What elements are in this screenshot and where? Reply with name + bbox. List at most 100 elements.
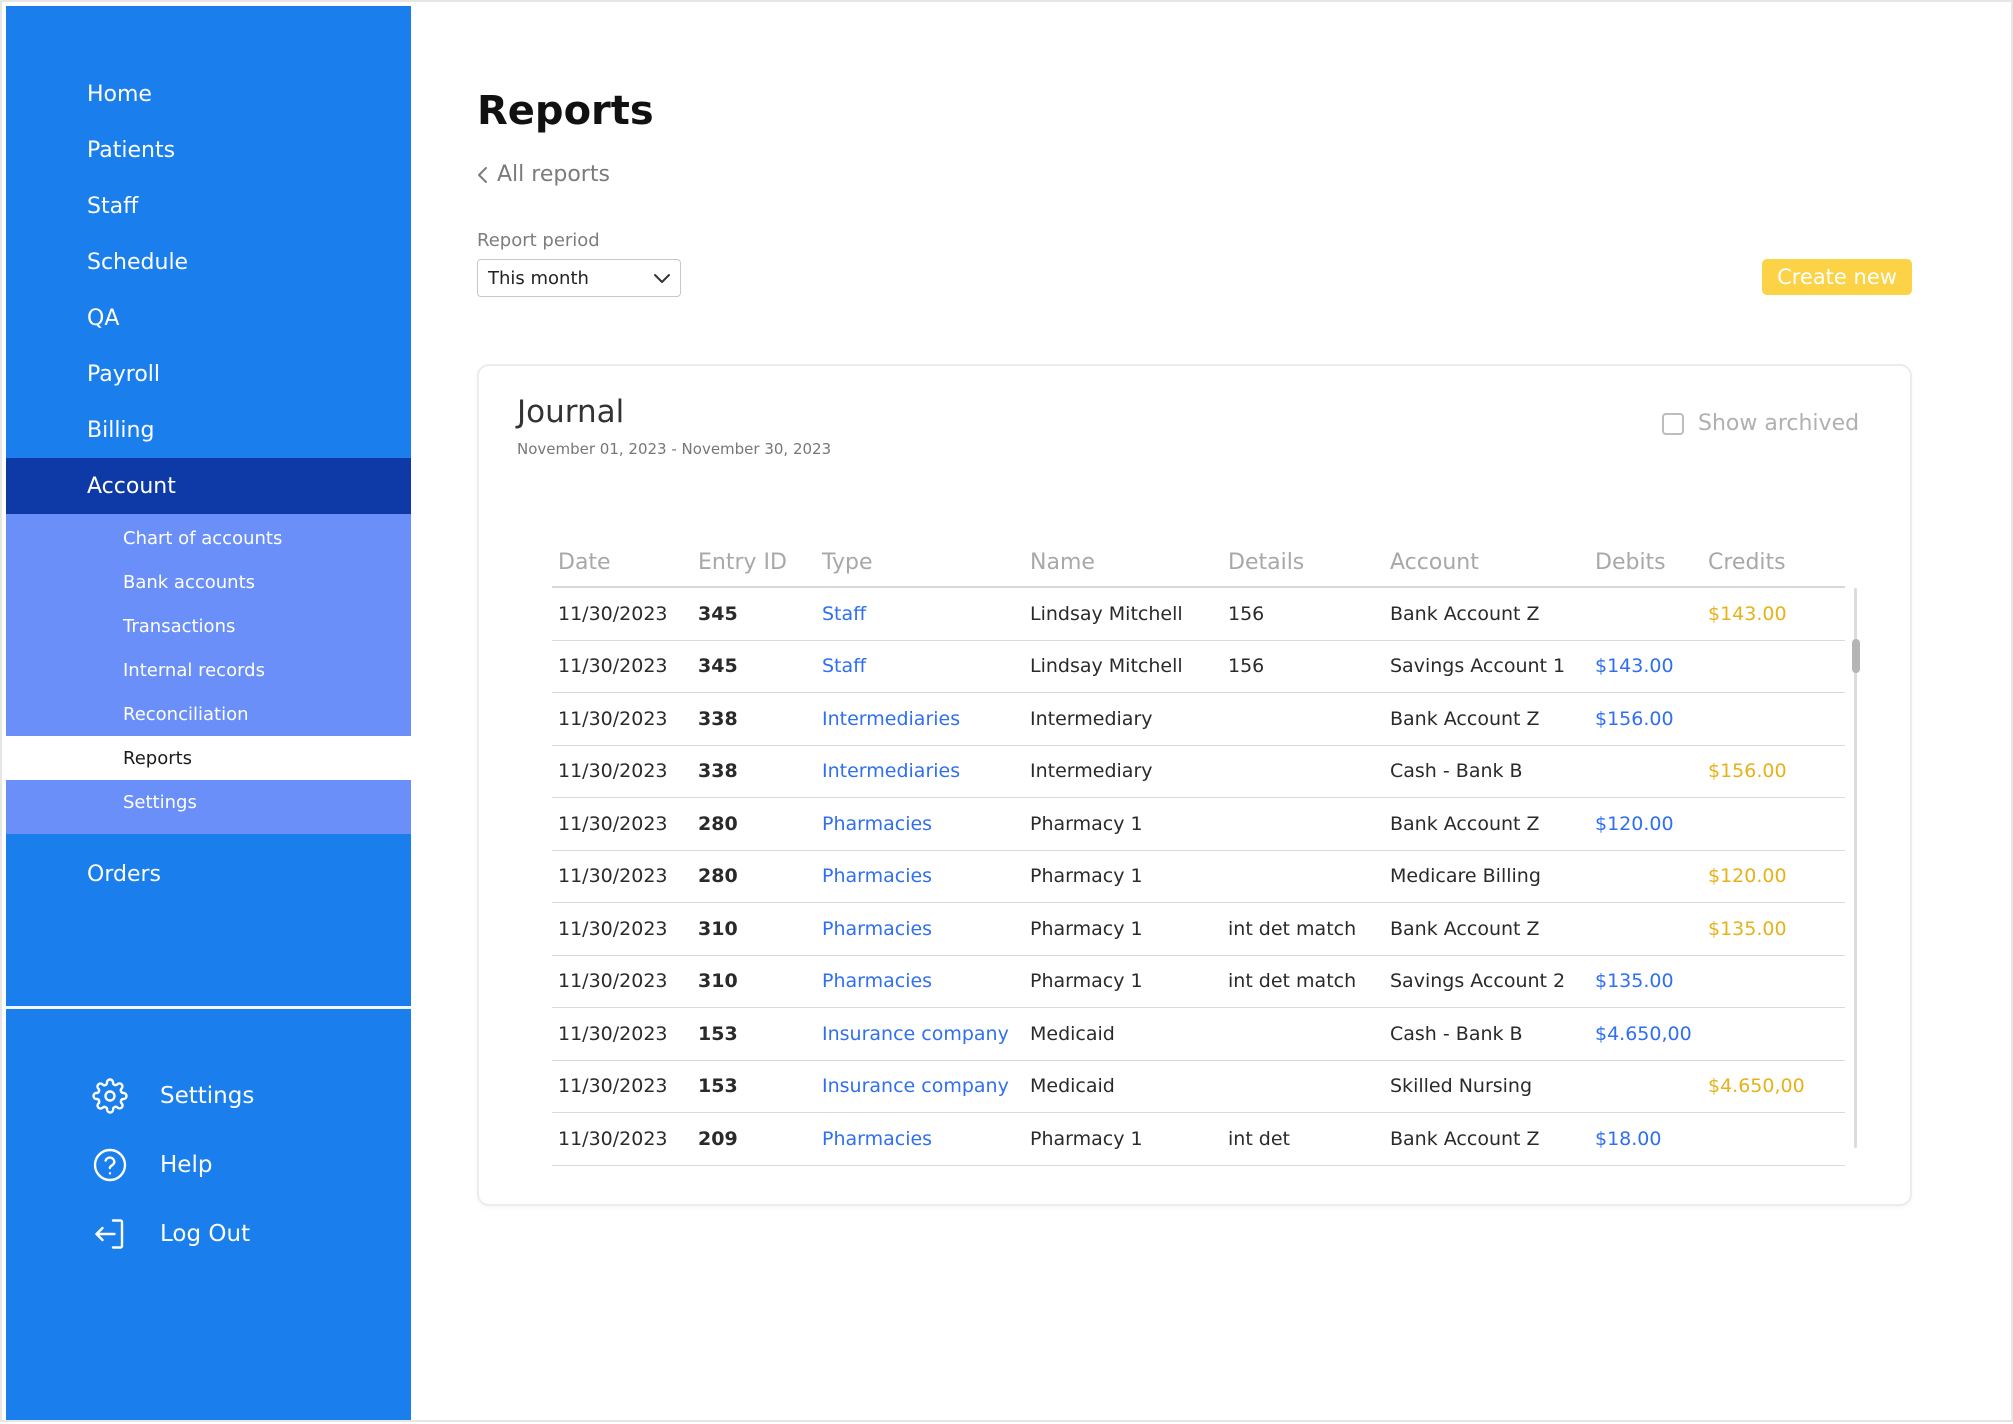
- sidebar-item-qa[interactable]: QA: [6, 290, 411, 346]
- subnav-item-reconciliation[interactable]: Reconciliation: [6, 692, 411, 736]
- sidebar-item-label: Account: [87, 473, 176, 499]
- sidebar-item-billing[interactable]: Billing: [6, 402, 411, 458]
- settings-label: Settings: [160, 1082, 255, 1109]
- logout-label: Log Out: [160, 1220, 251, 1247]
- subnav-item-bank-accounts[interactable]: Bank accounts: [6, 560, 411, 604]
- cell-date: 11/30/2023: [558, 970, 668, 993]
- subnav-item-chart-of-accounts[interactable]: Chart of accounts: [6, 516, 411, 560]
- sidebar-item-schedule[interactable]: Schedule: [6, 234, 411, 290]
- cell-debit: $4.650,00: [1595, 1022, 1692, 1045]
- cell-type-link[interactable]: Staff: [822, 655, 867, 678]
- logout-button[interactable]: Log Out: [6, 1199, 411, 1268]
- cell-name: Intermediary: [1030, 707, 1153, 730]
- report-period-select[interactable]: This month: [477, 259, 681, 297]
- subnav-item-settings[interactable]: Settings: [6, 780, 411, 824]
- subnav-item-internal-records[interactable]: Internal records: [6, 648, 411, 692]
- cell-date: 11/30/2023: [558, 865, 668, 888]
- cell-credit: $120.00: [1708, 865, 1787, 888]
- sidebar-item-staff[interactable]: Staff: [6, 178, 411, 234]
- cell-entry-id: 310: [698, 970, 738, 993]
- subnav-item-label: Transactions: [123, 615, 236, 637]
- table-row[interactable]: 11/30/2023 310 Pharmacies Pharmacy 1 int det…: [552, 956, 1845, 1008]
- help-icon: [90, 1145, 130, 1185]
- cell-account: Cash - Bank B: [1390, 1022, 1523, 1045]
- cell-details: int det match: [1228, 917, 1357, 940]
- table-row[interactable]: 11/30/2023 153 Insurance company Medicaid Ca…: [552, 1008, 1845, 1061]
- cell-credit: $4.650,00: [1708, 1075, 1805, 1098]
- cell-entry-id: 209: [698, 1127, 738, 1150]
- column-header-name[interactable]: Name: [1030, 549, 1095, 575]
- table-row[interactable]: 11/30/2023 280 Pharmacies Pharmacy 1 Medicar…: [552, 851, 1845, 903]
- journal-table: Date Entry ID Type Name Details Account …: [552, 538, 1845, 1166]
- sidebar-item-orders[interactable]: Orders: [6, 846, 411, 902]
- table-scrollbar-track[interactable]: [1854, 588, 1857, 1148]
- cell-type-link[interactable]: Pharmacies: [822, 1127, 933, 1150]
- table-scrollbar-thumb[interactable]: [1852, 639, 1860, 673]
- table-row[interactable]: 11/30/2023 338 Intermediaries Intermediary C…: [552, 746, 1845, 798]
- chevron-down-icon: [654, 274, 670, 283]
- table-row[interactable]: 11/30/2023 280 Pharmacies Pharmacy 1 Bank Ac…: [552, 798, 1845, 851]
- subnav-item-reports[interactable]: Reports: [6, 736, 411, 780]
- column-header-entry-id[interactable]: Entry ID: [698, 549, 787, 575]
- column-header-details[interactable]: Details: [1228, 549, 1305, 575]
- cell-credit: $135.00: [1708, 917, 1787, 940]
- column-header-type[interactable]: Type: [822, 549, 873, 575]
- sidebar-item-label: Patients: [87, 137, 176, 163]
- sidebar-item-payroll[interactable]: Payroll: [6, 346, 411, 402]
- table-body: 11/30/2023 345 Staff Lindsay Mitchell 156 Ban…: [552, 588, 1845, 1166]
- table-row[interactable]: 11/30/2023 310 Pharmacies Pharmacy 1 int det…: [552, 903, 1845, 956]
- cell-account: Bank Account Z: [1390, 1127, 1540, 1150]
- cell-debit: $156.00: [1595, 707, 1674, 730]
- cell-account: Bank Account Z: [1390, 602, 1540, 625]
- column-header-debits[interactable]: Debits: [1595, 549, 1666, 575]
- subnav-item-label: Reconciliation: [123, 703, 249, 725]
- subnav-item-label: Internal records: [123, 659, 265, 681]
- all-reports-link[interactable]: All reports: [475, 162, 610, 187]
- cell-type-link[interactable]: Insurance company: [822, 1022, 1009, 1045]
- show-archived-label: Show archived: [1698, 411, 1860, 436]
- cell-type-link[interactable]: Pharmacies: [822, 970, 933, 993]
- checkbox-box[interactable]: [1662, 412, 1684, 435]
- cell-debit: $120.00: [1595, 812, 1674, 835]
- account-subnav: Chart of accounts Bank accounts Transact…: [6, 514, 411, 834]
- table-header: Date Entry ID Type Name Details Account …: [552, 538, 1845, 588]
- table-row[interactable]: 11/30/2023 209 Pharmacies Pharmacy 1 int det…: [552, 1113, 1845, 1166]
- sidebar-item-label: QA: [87, 305, 120, 331]
- create-new-button[interactable]: Create new: [1762, 259, 1912, 295]
- journal-date-range: November 01, 2023 - November 30, 2023: [517, 440, 832, 458]
- cell-name: Lindsay Mitchell: [1030, 655, 1183, 678]
- table-row[interactable]: 11/30/2023 338 Intermediaries Intermediary B…: [552, 693, 1845, 746]
- column-header-account[interactable]: Account: [1390, 549, 1479, 575]
- cell-type-link[interactable]: Pharmacies: [822, 812, 933, 835]
- cell-type-link[interactable]: Staff: [822, 602, 867, 625]
- column-header-credits[interactable]: Credits: [1708, 549, 1786, 575]
- sidebar-bottom-nav: Settings Help: [6, 1061, 411, 1268]
- cell-type-link[interactable]: Insurance company: [822, 1075, 1009, 1098]
- cell-date: 11/30/2023: [558, 1127, 668, 1150]
- cell-details: int det match: [1228, 970, 1357, 993]
- cell-type-link[interactable]: Intermediaries: [822, 760, 961, 783]
- report-period-value: This month: [488, 267, 589, 289]
- cell-entry-id: 310: [698, 917, 738, 940]
- cell-entry-id: 338: [698, 707, 738, 730]
- sidebar-item-account[interactable]: Account: [6, 458, 411, 514]
- cell-date: 11/30/2023: [558, 1022, 668, 1045]
- sidebar-item-home[interactable]: Home: [6, 66, 411, 122]
- cell-account: Bank Account Z: [1390, 707, 1540, 730]
- subnav-item-label: Chart of accounts: [123, 527, 283, 549]
- column-header-date[interactable]: Date: [558, 549, 611, 575]
- cell-type-link[interactable]: Pharmacies: [822, 917, 933, 940]
- cell-name: Lindsay Mitchell: [1030, 602, 1183, 625]
- sidebar-item-patients[interactable]: Patients: [6, 122, 411, 178]
- table-row[interactable]: 11/30/2023 153 Insurance company Medicaid Sk…: [552, 1061, 1845, 1113]
- show-archived-checkbox[interactable]: Show archived: [1662, 411, 1859, 436]
- cell-type-link[interactable]: Pharmacies: [822, 865, 933, 888]
- help-button[interactable]: Help: [6, 1130, 411, 1199]
- settings-button[interactable]: Settings: [6, 1061, 411, 1130]
- cell-date: 11/30/2023: [558, 917, 668, 940]
- page-title: Reports: [477, 88, 654, 134]
- table-row[interactable]: 11/30/2023 345 Staff Lindsay Mitchell 156 Ban…: [552, 588, 1845, 641]
- cell-type-link[interactable]: Intermediaries: [822, 707, 961, 730]
- subnav-item-transactions[interactable]: Transactions: [6, 604, 411, 648]
- table-row[interactable]: 11/30/2023 345 Staff Lindsay Mitchell 156 Sav…: [552, 641, 1845, 693]
